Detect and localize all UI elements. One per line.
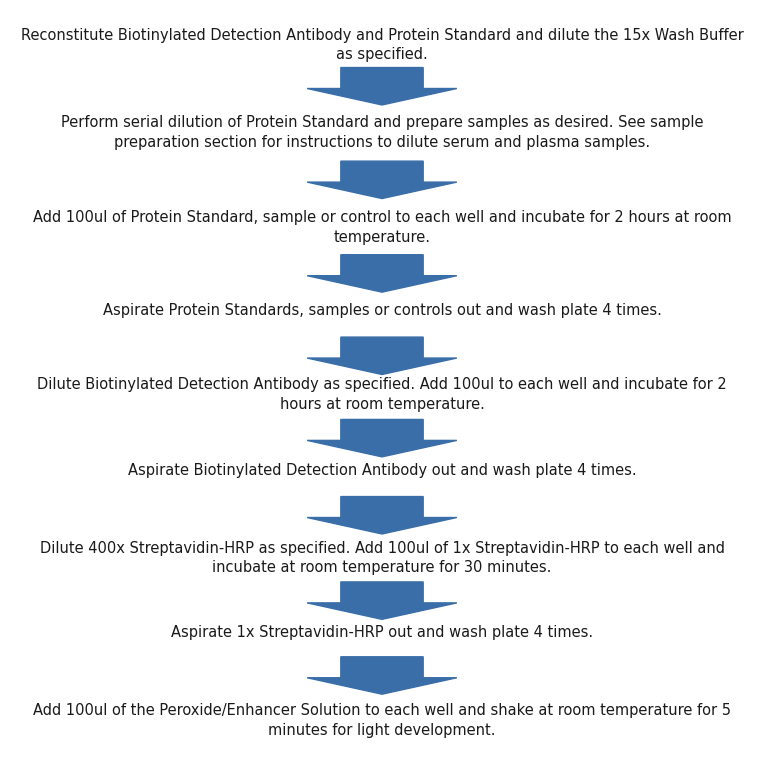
Text: Perform serial dilution of Protein Standard and prepare samples as desired. See : Perform serial dilution of Protein Stand… xyxy=(61,115,703,150)
Text: Dilute 400x Streptavidin-HRP as specified. Add 100ul of 1x Streptavidin-HRP to e: Dilute 400x Streptavidin-HRP as specifie… xyxy=(40,541,724,575)
Polygon shape xyxy=(307,161,457,199)
Text: Aspirate Protein Standards, samples or controls out and wash plate 4 times.: Aspirate Protein Standards, samples or c… xyxy=(102,303,662,318)
Text: Add 100ul of the Peroxide/Enhancer Solution to each well and shake at room tempe: Add 100ul of the Peroxide/Enhancer Solut… xyxy=(33,703,731,738)
Text: Reconstitute Biotinylated Detection Antibody and Protein Standard and dilute the: Reconstitute Biotinylated Detection Anti… xyxy=(21,28,743,63)
Polygon shape xyxy=(307,657,457,694)
Polygon shape xyxy=(307,337,457,374)
Polygon shape xyxy=(307,67,457,105)
Polygon shape xyxy=(307,497,457,534)
Text: Aspirate Biotinylated Detection Antibody out and wash plate 4 times.: Aspirate Biotinylated Detection Antibody… xyxy=(128,463,636,478)
Text: Dilute Biotinylated Detection Antibody as specified. Add 100ul to each well and : Dilute Biotinylated Detection Antibody a… xyxy=(37,377,727,412)
Text: Add 100ul of Protein Standard, sample or control to each well and incubate for 2: Add 100ul of Protein Standard, sample or… xyxy=(33,210,731,245)
Polygon shape xyxy=(307,254,457,292)
Polygon shape xyxy=(307,582,457,620)
Polygon shape xyxy=(307,419,457,457)
Text: Aspirate 1x Streptavidin-HRP out and wash plate 4 times.: Aspirate 1x Streptavidin-HRP out and was… xyxy=(171,625,593,640)
